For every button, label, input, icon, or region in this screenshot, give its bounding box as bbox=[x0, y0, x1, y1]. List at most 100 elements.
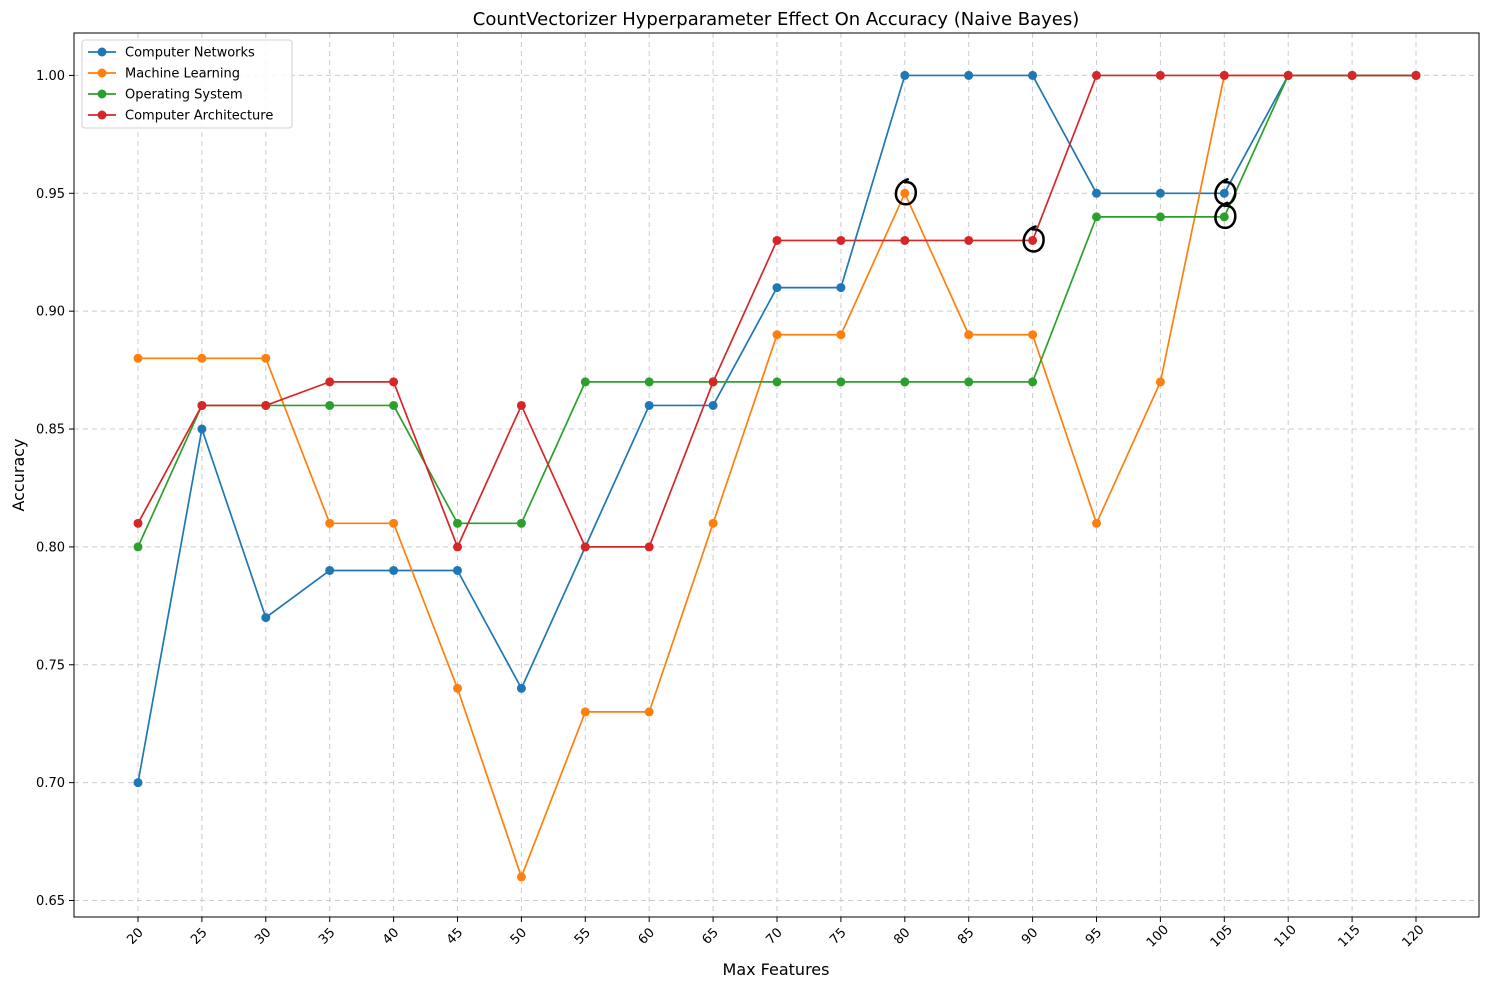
data-point bbox=[133, 542, 143, 552]
y-axis-ticks: 0.65 0.70 0.75 0.80 0.85 0.90 0.95 1.00 bbox=[36, 69, 74, 909]
legend-box bbox=[81, 39, 293, 129]
data-point bbox=[964, 235, 974, 245]
data-point bbox=[1092, 212, 1101, 222]
data-point bbox=[133, 778, 143, 788]
data-point bbox=[516, 872, 526, 882]
legend-label: Machine Learning bbox=[125, 67, 240, 82]
series-layer bbox=[133, 70, 1421, 882]
legend-label: Computer Networks bbox=[125, 46, 255, 61]
data-point bbox=[1155, 188, 1165, 198]
annotations-layer bbox=[894, 178, 1237, 253]
legend-swatch-marker bbox=[97, 89, 107, 99]
data-point bbox=[836, 377, 846, 387]
data-point bbox=[708, 518, 718, 528]
legend-label: Computer Architecture bbox=[125, 109, 273, 124]
data-point bbox=[708, 400, 718, 410]
data-point bbox=[453, 542, 462, 552]
hand-drawn-circle-annotation bbox=[1214, 201, 1237, 230]
legend-swatch-marker bbox=[97, 110, 107, 120]
data-point bbox=[1092, 70, 1101, 80]
y-tick-label: 0.90 bbox=[36, 305, 65, 320]
y-tick-label: 0.80 bbox=[36, 540, 65, 555]
data-point bbox=[1219, 188, 1229, 198]
data-point bbox=[516, 683, 526, 693]
legend-item: Computer Architecture bbox=[88, 109, 273, 124]
y-axis-label: Accuracy bbox=[9, 438, 28, 511]
data-point bbox=[1219, 212, 1229, 222]
legend-swatch-marker bbox=[97, 68, 107, 78]
x-axis-label: Max Features bbox=[723, 960, 830, 979]
data-point bbox=[708, 377, 718, 387]
data-point bbox=[325, 377, 335, 387]
data-point bbox=[133, 518, 143, 528]
hand-drawn-circle-annotation bbox=[894, 178, 918, 206]
y-tick-label: 0.95 bbox=[36, 187, 65, 202]
data-point bbox=[580, 707, 590, 717]
data-point bbox=[389, 518, 399, 528]
data-point bbox=[1411, 70, 1421, 80]
data-point bbox=[836, 235, 846, 245]
data-point bbox=[900, 235, 910, 245]
series-computer-architecture bbox=[133, 70, 1421, 552]
data-point bbox=[325, 565, 335, 575]
data-point bbox=[325, 518, 335, 528]
data-point bbox=[644, 377, 654, 387]
data-point bbox=[580, 542, 590, 552]
data-point bbox=[389, 400, 399, 410]
data-point bbox=[325, 400, 335, 410]
data-point bbox=[197, 424, 207, 434]
data-point bbox=[197, 400, 207, 410]
data-point bbox=[1155, 70, 1165, 80]
data-point bbox=[389, 377, 399, 387]
data-point bbox=[453, 683, 462, 693]
data-point bbox=[964, 330, 974, 340]
data-point bbox=[580, 377, 590, 387]
data-point bbox=[900, 70, 910, 80]
legend-item: Operating System bbox=[88, 88, 243, 103]
data-point bbox=[772, 377, 782, 387]
hand-drawn-circle-annotation bbox=[1022, 225, 1045, 253]
data-point bbox=[261, 613, 271, 623]
data-point bbox=[836, 330, 846, 340]
legend-label: Operating System bbox=[125, 88, 243, 103]
y-tick-label: 0.65 bbox=[36, 894, 65, 909]
data-point bbox=[197, 353, 207, 363]
legend-item: Machine Learning bbox=[88, 67, 240, 82]
data-point bbox=[453, 518, 462, 528]
data-point bbox=[1155, 377, 1165, 387]
data-point bbox=[1092, 188, 1101, 198]
data-point bbox=[516, 518, 526, 528]
legend-swatch-marker bbox=[97, 47, 107, 57]
data-point bbox=[900, 377, 910, 387]
y-tick-label: 0.85 bbox=[36, 423, 65, 438]
data-point bbox=[772, 283, 782, 293]
data-point bbox=[133, 353, 143, 363]
data-point bbox=[389, 565, 399, 575]
data-point bbox=[261, 353, 271, 363]
data-point bbox=[772, 330, 782, 340]
data-point bbox=[964, 70, 974, 80]
data-point bbox=[1028, 235, 1038, 245]
data-point bbox=[1028, 330, 1038, 340]
data-point bbox=[1155, 212, 1165, 222]
data-point bbox=[644, 542, 654, 552]
data-point bbox=[1028, 70, 1038, 80]
data-point bbox=[836, 283, 846, 293]
data-point bbox=[772, 235, 782, 245]
y-tick-label: 1.00 bbox=[36, 69, 65, 84]
legend-item: Computer Networks bbox=[88, 46, 255, 61]
chart-title: CountVectorizer Hyperparameter Effect On… bbox=[473, 9, 1080, 30]
y-tick-label: 0.75 bbox=[36, 658, 65, 673]
data-point bbox=[900, 188, 910, 198]
data-point bbox=[644, 707, 654, 717]
data-point bbox=[1028, 377, 1038, 387]
data-point bbox=[1219, 70, 1229, 80]
y-tick-label: 0.70 bbox=[36, 776, 65, 791]
data-point bbox=[964, 377, 974, 387]
legend: Computer Networks Machine Learning Operati… bbox=[81, 39, 293, 129]
data-point bbox=[261, 400, 271, 410]
data-point bbox=[453, 565, 462, 575]
data-point bbox=[644, 400, 654, 410]
